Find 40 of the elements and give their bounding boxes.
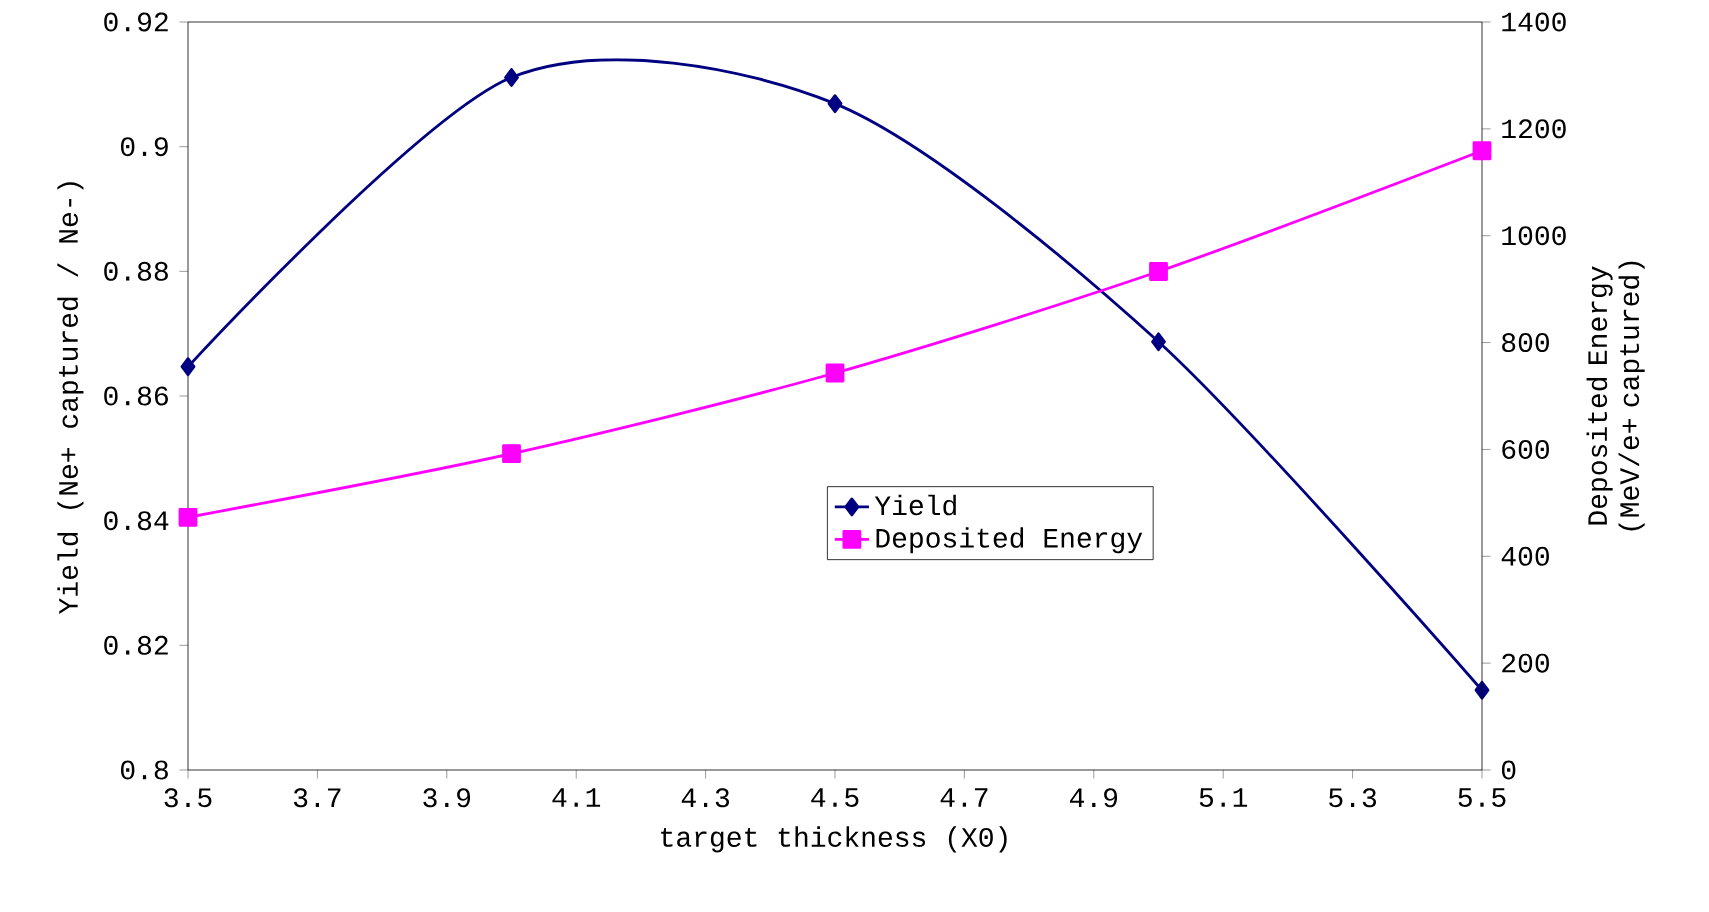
y-tick-label: 0.86: [104, 386, 168, 406]
y-tick-label: 0.82: [104, 635, 168, 655]
y2-tick-label: 600: [1502, 439, 1549, 459]
x-tick-label: 3.7: [293, 788, 341, 808]
x-axis-title: target thickness (X0): [661, 826, 1007, 853]
y2-tick-label: 0: [1501, 760, 1516, 780]
y-tick-label: 0.84: [104, 511, 169, 531]
point: [827, 94, 843, 114]
point: [180, 357, 196, 377]
x-tick-label: 3.9: [423, 788, 471, 808]
x-tick-label: 5.5: [1458, 788, 1506, 807]
y2-tick-label: 200: [1502, 653, 1549, 673]
point: [502, 444, 521, 464]
y2-tick-label: 400: [1501, 546, 1549, 566]
y2-tick-label: 1000: [1502, 226, 1566, 246]
x-tick-label: 3.5: [164, 788, 212, 808]
x-tick-label: 4.5: [811, 788, 859, 807]
legend-label: Yield: [874, 494, 956, 516]
x-tick-label: 4.3: [681, 788, 730, 808]
y2-axis-title: Deposited Energy (MeV/e+ captured): [1586, 261, 1645, 531]
legend-label: Deposited Energy: [876, 527, 1143, 554]
y2-tick-label: 1200: [1502, 119, 1566, 139]
point: [178, 507, 198, 527]
point: [504, 68, 519, 87]
x-tick-label: 4.7: [940, 788, 988, 807]
x-tick-label: 4.1: [552, 788, 601, 807]
y-tick-label: 0.9: [121, 137, 168, 157]
y2-tick-label: 1400: [1502, 12, 1566, 32]
y-tick-label: 0.8: [121, 760, 168, 780]
x-tick-label: 4.9: [1070, 788, 1118, 808]
point: [825, 363, 845, 383]
point: [1472, 141, 1492, 161]
x-tick-label: 5.1: [1199, 788, 1248, 807]
x-tick-label: 5.3: [1329, 788, 1377, 808]
point: [1151, 332, 1166, 352]
y-tick-label: 0.88: [104, 261, 168, 281]
y-axis-title: Yield (Ne+ captured / Ne-): [57, 182, 84, 614]
point: [1149, 262, 1168, 281]
y-tick-label: 0.92: [104, 12, 168, 32]
y2-tick-label: 800: [1502, 333, 1549, 353]
